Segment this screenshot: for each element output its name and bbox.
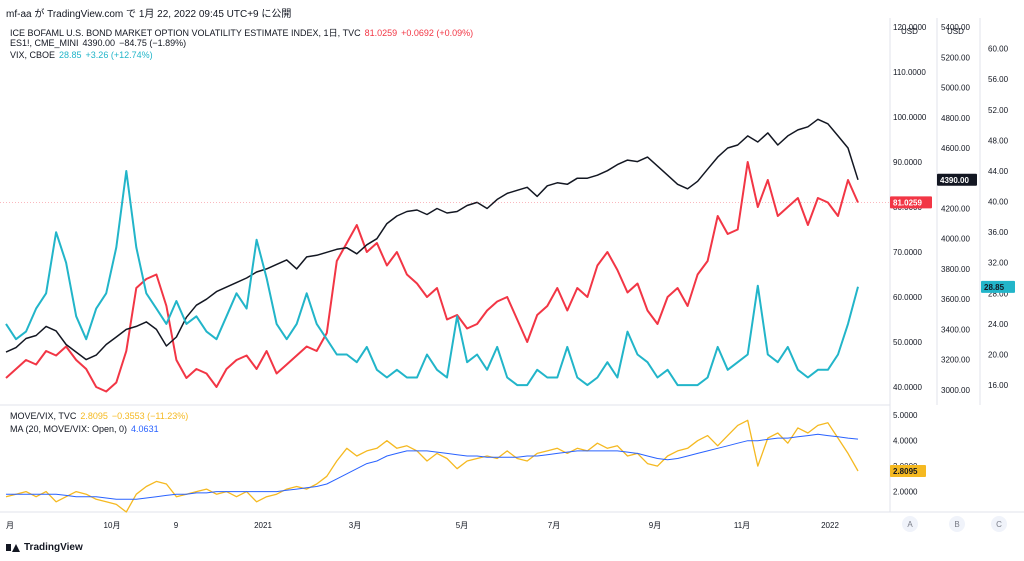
legend-ma-name: MA (20, MOVE/VIX: Open, 0) [10, 424, 128, 434]
vix-last-badge-bg [981, 280, 1015, 293]
ratio-axis-tick: 2.0000 [893, 488, 918, 497]
vix-axis-tick: 40.00 [988, 198, 1009, 207]
vix-axis-tick: 52.00 [988, 106, 1009, 115]
legend-ratio-value: 2.8095 [80, 411, 108, 421]
move-last-badge-bg [890, 196, 932, 209]
es-axis-tick: 4800.00 [941, 114, 970, 123]
time-axis-tick: 5月 [456, 521, 468, 530]
legend-move-value: 81.0259 [364, 28, 398, 38]
es-axis-tick: 4000.00 [941, 235, 970, 244]
move-axis-tick: 50.0000 [893, 338, 922, 347]
tradingview-logo: TradingView [6, 542, 83, 553]
move-axis-tick: 120.0000 [893, 23, 927, 32]
legend-ratio-change: −0.3553 (−11.23%) [111, 411, 189, 421]
legend-es-value: 4390.00 [82, 38, 116, 48]
vix-axis-tick: 20.00 [988, 351, 1009, 360]
legend-move-name: ICE BOFAML U.S. BOND MARKET OPTION VOLAT… [10, 28, 361, 38]
es-axis-tick: 4200.00 [941, 204, 970, 213]
es-axis-tick: 3000.00 [941, 386, 970, 395]
legend-vix-change: +3.26 (+12.74%) [85, 50, 153, 60]
brand-name: TradingView [24, 542, 83, 553]
vix-last-badge: 28.85 [984, 283, 1005, 292]
time-axis-tick: 2022 [821, 521, 839, 530]
vix-axis-tick: 56.00 [988, 75, 1009, 84]
time-axis-tick: 月 [6, 521, 14, 530]
axis-c-button[interactable]: C [991, 516, 1007, 532]
es-axis-tick: 5000.00 [941, 84, 970, 93]
vix-axis-tick: 24.00 [988, 320, 1009, 329]
legend-ma: MA (20, MOVE/VIX: Open, 0) 4.0631 [10, 424, 163, 434]
move-axis-tick: 60.0000 [893, 293, 922, 302]
es-axis-tick: 5200.00 [941, 53, 970, 62]
es-axis-unit: USD [947, 27, 964, 36]
legend-vix: VIX, CBOE 28.85 +3.26 (+12.74%) [10, 50, 157, 60]
es-axis-tick: 4600.00 [941, 144, 970, 153]
move-axis-tick: 70.0000 [893, 248, 922, 257]
vix-axis-tick: 48.00 [988, 136, 1009, 145]
vix-axis-tick: 44.00 [988, 167, 1009, 176]
axis-b-button[interactable]: B [949, 516, 965, 532]
vix-series-line [5, 170, 859, 387]
es-series-line [5, 118, 859, 361]
vix-axis-tick: 28.00 [988, 289, 1009, 298]
move-series-line [5, 161, 859, 393]
ma-series-line [6, 433, 859, 500]
publish-attribution: mf-aa が TradingView.com で 1月 22, 2022 09… [6, 9, 292, 20]
vix-axis-tick: 32.00 [988, 259, 1009, 268]
move-axis-tick: 90.0000 [893, 158, 922, 167]
vix-axis-tick: 36.00 [988, 228, 1009, 237]
time-axis-tick: 3月 [349, 521, 361, 530]
legend-es-name: ES1!, CME_MINI [10, 38, 79, 48]
time-axis-tick: 11月 [734, 521, 750, 530]
legend-es-change: −84.75 (−1.89%) [119, 38, 187, 48]
es-axis-tick: 3600.00 [941, 295, 970, 304]
es-axis-tick: 3800.00 [941, 265, 970, 274]
ratio-last-badge-bg [890, 464, 926, 477]
ratio-axis-tick: 5.0000 [893, 411, 918, 420]
ratio-last-badge: 2.8095 [893, 467, 918, 476]
time-axis-tick: 9月 [649, 521, 661, 530]
axis-a-button[interactable]: A [902, 516, 918, 532]
legend-ratio: MOVE/VIX, TVC 2.8095 −0.3553 (−11.23%) [10, 411, 192, 421]
ratio-axis-tick: 4.0000 [893, 437, 918, 446]
es-last-badge: 4390.00 [940, 176, 969, 185]
tradingview-logo-icon [6, 543, 20, 552]
time-axis-tick: 9 [174, 521, 179, 530]
es-axis-tick: 5400.00 [941, 23, 970, 32]
legend-vix-value: 28.85 [59, 50, 82, 60]
legend-ratio-name: MOVE/VIX, TVC [10, 411, 77, 421]
legend-move-change: +0.0692 (+0.09%) [401, 28, 474, 38]
time-axis-tick: 2021 [254, 521, 272, 530]
es-last-badge-bg [937, 173, 977, 186]
legend-vix-name: VIX, CBOE [10, 50, 56, 60]
move-axis-tick: 40.0000 [893, 383, 922, 392]
move-axis-tick: 110.0000 [893, 68, 926, 77]
vix-axis-tick: 60.00 [988, 45, 1009, 54]
legend-es: ES1!, CME_MINI 4390.00 −84.75 (−1.89%) [10, 38, 190, 48]
move-axis-tick: 100.0000 [893, 113, 927, 122]
time-axis-tick: 7月 [548, 521, 560, 530]
move-last-badge: 81.0259 [893, 198, 922, 207]
legend-move: ICE BOFAML U.S. BOND MARKET OPTION VOLAT… [10, 26, 477, 39]
ratio-series-line [5, 419, 859, 513]
time-axis-tick: 10月 [104, 521, 121, 530]
legend-ma-value: 4.0631 [131, 424, 159, 434]
es-axis-tick: 3200.00 [941, 356, 970, 365]
es-axis-tick: 3400.00 [941, 325, 970, 334]
vix-axis-tick: 16.00 [988, 381, 1009, 390]
move-axis-unit: USD [901, 27, 918, 36]
